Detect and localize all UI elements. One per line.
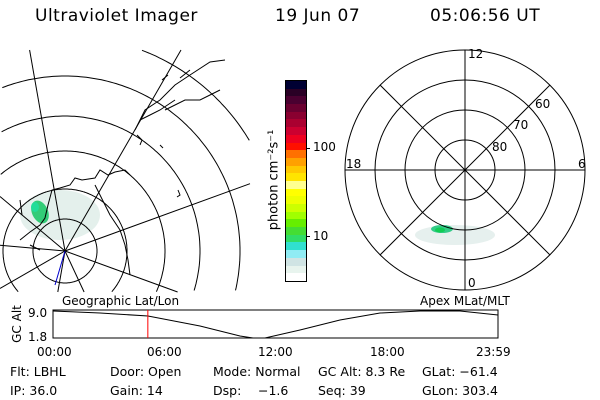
colorbar-band xyxy=(286,111,306,120)
y-tick-9: 9.0 xyxy=(28,306,48,320)
colorbar-band xyxy=(286,150,306,158)
date-label: 19 Jun 07 xyxy=(275,6,361,26)
x-tick-1800: 18:00 xyxy=(370,345,405,359)
colorbar-tick-10: 10 xyxy=(313,229,329,243)
mlt-label-6: 6 xyxy=(578,157,586,171)
ip-info: IP: 36.0 xyxy=(10,383,58,398)
latitude-circle xyxy=(235,251,241,291)
colorbar-band xyxy=(286,88,306,97)
latitude-circle xyxy=(2,75,241,251)
dsp-label: Dsp: xyxy=(213,383,242,398)
coastline-antarctic-peninsula xyxy=(19,169,131,276)
colorbar-band xyxy=(286,242,306,251)
latitude-circle xyxy=(111,251,128,293)
colorbar-band xyxy=(286,219,306,228)
door-info: Door: Open xyxy=(110,364,182,379)
apex-polar-plot xyxy=(344,49,586,291)
x-tick-0600: 06:00 xyxy=(147,345,182,359)
aurora-emission-core xyxy=(31,202,39,212)
colorbar-tick-100: 100 xyxy=(313,140,336,154)
meridian-line xyxy=(64,250,85,293)
geographic-label: Geographic Lat/Lon xyxy=(62,294,180,308)
altitude-curve xyxy=(52,310,499,339)
colorbar-band xyxy=(286,211,306,220)
geographic-map xyxy=(0,49,251,293)
x-tick-2359: 23:59 xyxy=(476,345,511,359)
lat-label-70: 70 xyxy=(513,118,529,132)
lat-label-80: 80 xyxy=(492,140,508,154)
colorbar-band xyxy=(286,234,306,243)
time-label: 05:06:56 UT xyxy=(430,6,541,26)
seq-info: Seq: 39 xyxy=(318,383,366,398)
meridian-line xyxy=(29,49,66,252)
colorbar-band xyxy=(286,157,306,166)
latitude-circle xyxy=(1,115,201,251)
aurora-core xyxy=(435,227,445,233)
colorbar-band xyxy=(286,104,306,112)
y-tick-1-8: 1.8 xyxy=(28,330,48,344)
latitude-circle xyxy=(0,150,166,251)
colorbar-band xyxy=(286,180,306,189)
colorbar-band xyxy=(286,188,306,197)
mlt-line-diagonal xyxy=(379,84,551,256)
colorbar-band xyxy=(286,81,306,89)
meridian-line xyxy=(0,250,66,289)
altitude-ylabel: GC Alt xyxy=(9,305,24,343)
colorbar-tick xyxy=(306,148,310,149)
lat-label-60: 60 xyxy=(535,97,551,111)
meridian-line xyxy=(57,250,66,293)
dsp-value: −1.6 xyxy=(258,383,289,398)
island-coastline xyxy=(159,144,164,149)
apex-label: Apex MLat/MLT xyxy=(420,294,510,308)
glon-info: GLon: 303.4 xyxy=(422,383,498,398)
mlt-label-18: 18 xyxy=(346,157,362,171)
colorbar-band xyxy=(286,204,306,212)
glat-info: GLat: −61.4 xyxy=(422,364,498,379)
mode-info: Mode: Normal xyxy=(213,364,301,379)
meridian-line xyxy=(64,49,182,252)
x-tick-0000: 00:00 xyxy=(37,345,72,359)
island-coastline xyxy=(176,189,181,198)
colorbar-band xyxy=(286,265,306,274)
meridian-line xyxy=(64,250,178,293)
latitude-circle xyxy=(193,251,201,291)
altitude-plot-frame xyxy=(52,309,499,339)
colorbar-band xyxy=(286,142,306,151)
colorbar-band xyxy=(286,173,306,181)
colorbar-band xyxy=(286,127,306,135)
colorbar-band xyxy=(286,96,306,105)
satellite-track xyxy=(54,250,66,286)
gain-info: Gain: 14 xyxy=(110,383,163,398)
meridian-line xyxy=(64,183,251,252)
gc-alt-info: GC Alt: 8.3 Re xyxy=(318,364,406,379)
colorbar-band xyxy=(286,165,306,174)
meridian-line xyxy=(0,196,66,252)
colorbar-band xyxy=(286,196,306,204)
colorbar-band xyxy=(286,257,306,266)
latitude-circle xyxy=(141,49,250,141)
mlt-label-12: 12 xyxy=(468,47,484,61)
colorbar-tick xyxy=(306,236,310,237)
colorbar-band xyxy=(286,119,306,128)
latitude-circle xyxy=(2,188,128,293)
colorbar-band xyxy=(286,273,306,281)
colorbar-band xyxy=(286,227,306,235)
meridian-line xyxy=(0,244,66,252)
colorbar-band xyxy=(286,134,306,143)
mlt-label-0: 0 xyxy=(468,276,476,290)
colorbar xyxy=(285,80,307,282)
colorbar-band xyxy=(286,250,306,258)
x-tick-1200: 12:00 xyxy=(258,345,293,359)
instrument-title: Ultraviolet Imager xyxy=(35,6,198,26)
filter-info: Flt: LBHL xyxy=(10,364,66,379)
